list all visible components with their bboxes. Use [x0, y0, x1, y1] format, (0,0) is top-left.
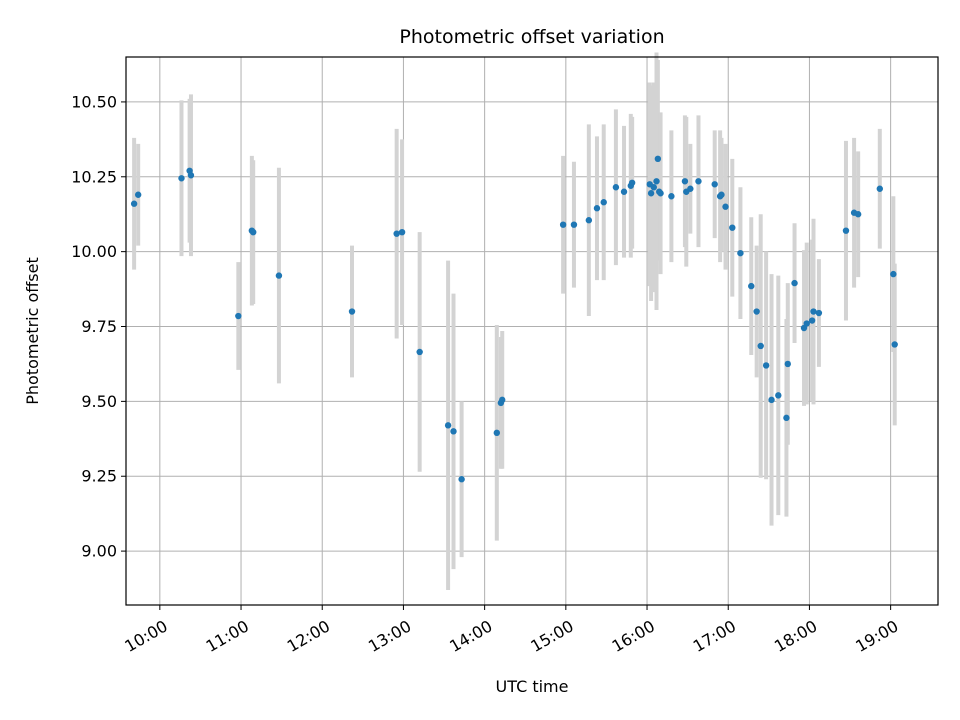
y-axis-ticks: 9.00 9.25 9.50 9.75 10.00 10.25 10.50 [71, 92, 126, 561]
data-point [876, 185, 884, 192]
chart-title: Photometric offset variation [399, 26, 664, 48]
data-point [600, 199, 607, 206]
data-point [654, 155, 662, 163]
data-point [393, 230, 400, 237]
data-points [130, 155, 898, 483]
data-point [737, 249, 744, 257]
data-point [130, 200, 138, 207]
y-tick-label: 10.25 [71, 167, 117, 186]
data-point [444, 422, 452, 429]
data-point [687, 185, 694, 192]
y-tick-label: 9.00 [81, 542, 117, 561]
data-point [718, 191, 725, 198]
data-point [187, 172, 195, 179]
y-tick-label: 10.00 [71, 242, 117, 261]
data-point [668, 193, 675, 200]
data-point [275, 272, 283, 279]
data-point [803, 320, 810, 327]
data-point [757, 342, 764, 350]
y-tick-label: 9.25 [81, 467, 117, 486]
data-point [628, 179, 636, 186]
data-point [250, 228, 257, 236]
data-point [784, 360, 791, 368]
data-point [815, 309, 823, 317]
data-point [653, 178, 660, 185]
data-point [585, 217, 593, 224]
data-point [620, 188, 628, 195]
data-point [178, 175, 185, 182]
plot-frame [125, 56, 939, 606]
y-tick-label: 9.50 [81, 392, 117, 411]
data-point [612, 184, 620, 191]
data-point [791, 279, 798, 287]
data-point [458, 476, 465, 483]
data-point [748, 282, 755, 290]
data-point [753, 308, 760, 315]
data-point [499, 396, 506, 404]
data-point [493, 429, 501, 437]
data-point [416, 348, 423, 356]
data-point [768, 396, 775, 404]
data-point [650, 184, 657, 191]
y-tick-label: 10.50 [71, 92, 117, 111]
data-point [348, 308, 356, 315]
data-point [450, 428, 457, 435]
data-point [593, 205, 601, 212]
data-point [762, 362, 770, 369]
data-point [890, 270, 897, 278]
data-point [559, 221, 567, 228]
data-point [891, 341, 898, 348]
data-point [808, 317, 816, 324]
data-point [695, 178, 702, 185]
data-point [711, 181, 718, 188]
data-point [783, 414, 790, 422]
data-point [775, 392, 782, 399]
data-point [842, 227, 850, 234]
data-point [722, 203, 729, 210]
data-point [657, 190, 664, 197]
data-point [854, 211, 862, 218]
data-point [681, 178, 689, 185]
data-point [729, 224, 736, 231]
x-axis-label: UTC time [496, 677, 569, 696]
data-point [570, 221, 578, 228]
data-point [398, 228, 406, 236]
y-axis-label: Photometric offset [23, 257, 42, 405]
data-point [810, 308, 817, 315]
data-point [235, 312, 242, 320]
data-point [134, 191, 142, 198]
y-tick-label: 9.75 [81, 317, 117, 336]
data-point [647, 190, 655, 197]
